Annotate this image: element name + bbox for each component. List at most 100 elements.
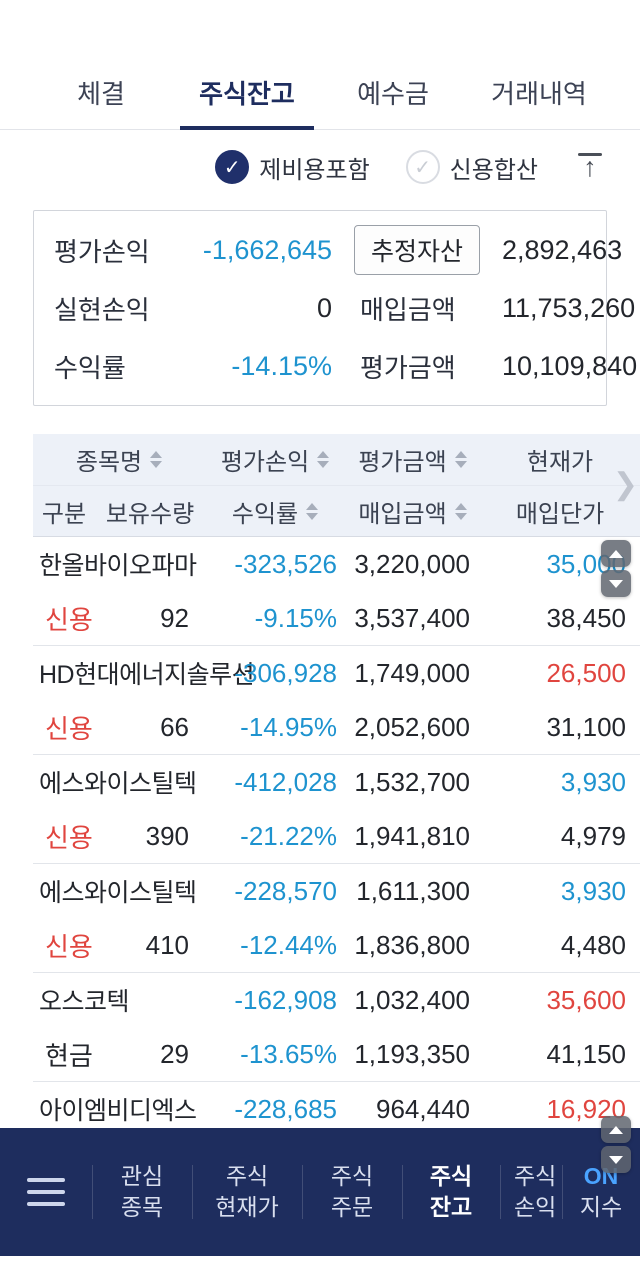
- stock-eval-pl: -228,570: [234, 875, 337, 906]
- header-label: 현재가: [526, 449, 594, 476]
- stock-buy-amount: 1,836,800: [354, 929, 470, 960]
- floating-scroller: [601, 540, 631, 597]
- stock-buy-amount: 3,537,400: [354, 602, 470, 633]
- tab-1[interactable]: 주식잔고: [174, 56, 320, 130]
- header-type[interactable]: 구분: [33, 494, 95, 529]
- stock-return-rate: -9.15%: [254, 602, 337, 633]
- check-icon: ✓: [405, 150, 440, 184]
- nav-item-label: 현재가: [215, 1194, 279, 1220]
- stock-buy-price: 4,979: [560, 820, 626, 851]
- nav-item-label: 주식: [514, 1163, 557, 1189]
- stock-return-rate: -21.22%: [240, 820, 337, 851]
- nav-item-label: 잔고: [429, 1194, 473, 1220]
- buy-amount-label: 매입금액: [360, 294, 456, 325]
- scroll-down-button[interactable]: [601, 1146, 631, 1173]
- nav-item-0[interactable]: 관심 종목: [92, 1153, 192, 1231]
- nav-item-label: 관심: [120, 1163, 164, 1189]
- stock-eval-amount: 1,032,400: [354, 984, 470, 1015]
- summary-row: 수익률 -14.15% 평가금액 10,109,840: [54, 337, 637, 395]
- stock-buy-price: 41,150: [546, 1038, 626, 1069]
- tab-0[interactable]: 체결: [28, 56, 174, 129]
- header-label: 매입금액: [358, 500, 447, 528]
- scroll-to-top-icon[interactable]: ↑: [578, 153, 602, 181]
- stock-eval-pl: -228,685: [234, 1093, 337, 1124]
- header-qty[interactable]: 보유수량: [95, 494, 205, 529]
- summary-row: 평가손익 -1,662,645 추정자산 2,892,463: [54, 221, 622, 279]
- header-current-price[interactable]: 현재가: [480, 442, 640, 477]
- table-scroll-right-icon[interactable]: ❯: [612, 468, 638, 501]
- sort-icon: [454, 502, 467, 520]
- scroll-up-button[interactable]: [601, 540, 631, 567]
- nav-item-4[interactable]: 주식 손익: [500, 1153, 562, 1231]
- scroll-up-button[interactable]: [601, 1116, 631, 1143]
- include-costs-checkbox[interactable]: ✓ 제비용포함: [215, 150, 370, 185]
- stock-buy-price: 31,100: [546, 711, 626, 742]
- summary-panel: 평가손익 -1,662,645 추정자산 2,892,463 실현손익 0 매입…: [33, 210, 637, 406]
- stock-name: 한올바이오파마: [39, 552, 197, 580]
- table-row-group[interactable]: HD현대에너지솔루션 -306,928 1,749,000 26,500 신용 …: [33, 646, 640, 755]
- header-label: 매입단가: [515, 500, 605, 528]
- stock-account-type: 신용: [45, 604, 93, 635]
- stock-name: 에스와이스틸텍: [39, 879, 197, 907]
- eval-amount-label: 평가금액: [360, 352, 456, 383]
- stock-current-price: 3,930: [560, 766, 626, 797]
- check-icon: ✓: [215, 150, 250, 184]
- header-eval-amount[interactable]: 평가금액: [345, 442, 480, 477]
- credit-combined-checkbox[interactable]: ✓ 신용합산: [405, 150, 538, 185]
- header-eval-pl[interactable]: 평가손익: [205, 442, 345, 477]
- stock-name-row: 에스와이스틸텍 -228,570 1,611,300 3,930: [33, 864, 640, 918]
- stock-name-row: HD현대에너지솔루션 -306,928 1,749,000 26,500: [33, 646, 640, 700]
- header-return-rate[interactable]: 수익률: [205, 494, 345, 529]
- table-row-group[interactable]: 아이엠비디엑스 -228,685 964,440 16,920: [33, 1082, 640, 1137]
- stock-eval-amount: 1,532,700: [354, 766, 470, 797]
- nav-item-label: 주식: [225, 1163, 269, 1189]
- tab-2[interactable]: 예수금: [320, 56, 466, 129]
- stock-eval-pl: -306,928: [234, 657, 337, 688]
- stock-account-type: 신용: [45, 931, 93, 962]
- eval-pl-value: -1,662,645: [202, 234, 332, 265]
- hamburger-menu-icon[interactable]: [0, 1178, 92, 1206]
- stock-name-row: 한올바이오파마 -323,526 3,220,000 35,000: [33, 537, 640, 591]
- credit-combined-label: 신용합산: [449, 156, 538, 184]
- table-row-group[interactable]: 오스코텍 -162,908 1,032,400 35,600 현금 29 -13…: [33, 973, 640, 1082]
- nav-item-3[interactable]: 주식 잔고: [402, 1153, 500, 1231]
- header-stock-name[interactable]: 종목명: [33, 442, 205, 477]
- stock-name-row: 아이엠비디엑스 -228,685 964,440 16,920: [33, 1082, 640, 1136]
- header-buy-amount[interactable]: 매입금액: [345, 494, 480, 529]
- chevron-up-icon: [609, 549, 623, 558]
- header-buy-price[interactable]: 매입단가: [480, 494, 640, 529]
- stock-name: 아이엠비디엑스: [39, 1097, 197, 1125]
- nav-item-label: 주식: [330, 1163, 374, 1189]
- include-costs-label: 제비용포함: [259, 156, 370, 184]
- tab-3[interactable]: 거래내역: [466, 56, 612, 129]
- stock-name: 에스와이스틸텍: [39, 770, 197, 798]
- table-row-group[interactable]: 한올바이오파마 -323,526 3,220,000 35,000 신용 92 …: [33, 537, 640, 646]
- realized-pl-label: 실현손익: [54, 294, 150, 325]
- eval-amount-value: 10,109,840: [502, 350, 638, 381]
- stock-qty: 92: [160, 602, 189, 633]
- stock-return-rate: -12.44%: [240, 929, 337, 960]
- stock-current-price: 35,600: [546, 984, 626, 1015]
- scroll-down-button[interactable]: [601, 570, 631, 597]
- summary-row: 실현손익 0 매입금액 11,753,260: [54, 279, 635, 337]
- stock-name: 오스코텍: [39, 988, 130, 1016]
- header-label: 수익률: [231, 500, 299, 528]
- stock-detail-row: 현금 29 -13.65% 1,193,350 41,150: [33, 1027, 640, 1081]
- bottom-navbar: 관심 종목 주식 현재가 주식 주문 주식 잔고 주식 손익 ON 지수: [0, 1128, 640, 1256]
- holdings-table: 종목명 평가손익 평가금액 현재가 구분: [33, 434, 640, 1137]
- sort-icon: [150, 451, 163, 468]
- header-label: 평가금액: [358, 449, 447, 476]
- table-row-group[interactable]: 에스와이스틸텍 -412,028 1,532,700 3,930 신용 390 …: [33, 755, 640, 864]
- tab-label: 체결: [77, 79, 125, 109]
- stock-detail-row: 신용 92 -9.15% 3,537,400 38,450: [33, 591, 640, 645]
- table-row-group[interactable]: 에스와이스틸텍 -228,570 1,611,300 3,930 신용 410 …: [33, 864, 640, 973]
- stock-detail-row: 신용 66 -14.95% 2,052,600 31,100: [33, 700, 640, 754]
- stock-eval-pl: -323,526: [234, 548, 337, 579]
- buy-amount-value: 11,753,260: [502, 292, 636, 323]
- stock-buy-amount: 1,941,810: [354, 820, 470, 851]
- stock-return-rate: -13.65%: [240, 1038, 337, 1069]
- estimated-asset-button[interactable]: 추정자산: [354, 225, 481, 275]
- nav-item-label: 주문: [330, 1194, 374, 1220]
